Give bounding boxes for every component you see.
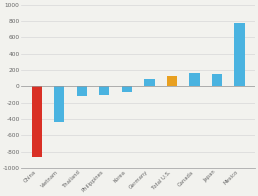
Bar xyxy=(122,86,132,92)
Bar xyxy=(32,86,42,157)
Bar xyxy=(99,86,109,95)
Bar xyxy=(54,86,64,122)
Bar xyxy=(189,73,199,86)
Bar xyxy=(212,74,222,86)
Bar xyxy=(235,23,245,86)
Bar xyxy=(167,76,177,86)
Bar xyxy=(77,86,87,96)
Bar xyxy=(144,79,155,86)
